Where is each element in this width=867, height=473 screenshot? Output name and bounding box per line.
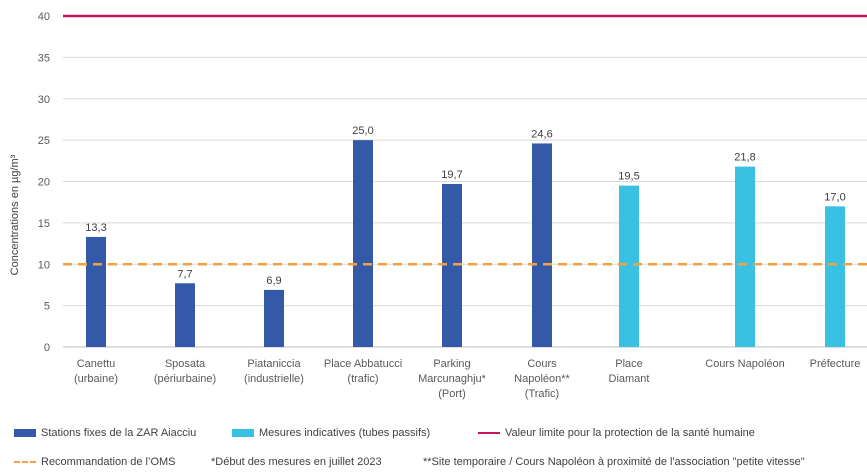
legend-label-tubes: Mesures indicatives (tubes passifs) — [259, 427, 431, 439]
x-tick-label-2: Piataniccia (industrielle) — [244, 358, 304, 385]
x-tick-label-8: Préfecture — [810, 358, 861, 370]
legend-swatch-tubes — [232, 429, 254, 437]
footnote-2: **Site temporaire / Cours Napoléon à pro… — [423, 456, 805, 468]
x-tick-label-line: Parking — [433, 358, 470, 370]
bar-7 — [735, 166, 755, 347]
y-tick-label-0: 0 — [44, 342, 50, 354]
data-label-1: 7,7 — [177, 268, 192, 280]
x-tick-label-line: Cours — [527, 358, 557, 370]
data-label-5: 24,6 — [531, 128, 552, 140]
x-tick-label-line: (Trafic) — [525, 388, 559, 400]
data-label-2: 6,9 — [266, 275, 281, 287]
reference-lines — [63, 14, 867, 266]
x-tick-label-line: Place — [615, 358, 643, 370]
data-label-0: 13,3 — [85, 222, 106, 234]
legend-label-stations: Stations fixes de la ZAR Aiacciu — [41, 427, 197, 439]
x-tick-label-line: Diamant — [609, 373, 650, 385]
legend-item-stations: Stations fixes de la ZAR Aiacciu — [14, 427, 196, 439]
data-label-3: 25,0 — [352, 125, 373, 137]
x-tick-label-line: (urbaine) — [74, 373, 118, 385]
x-tick-label-6: Place Diamant — [609, 358, 650, 385]
y-axis-label: Concentrations en µg/m³ — [9, 154, 21, 275]
legend-swatch-oms — [14, 461, 36, 463]
x-tick-label-line: Piataniccia — [247, 358, 301, 370]
bar-3 — [353, 140, 373, 347]
y-tick-label-15: 15 — [38, 218, 50, 230]
data-labels: 13,3 7,7 6,9 25,0 19,7 24,6 19,5 21,8 17,0 — [85, 125, 845, 287]
legend-label-oms: Recommandation de l’OMS — [41, 456, 176, 468]
data-label-8: 17,0 — [824, 191, 845, 203]
x-tick-label-line: Canettu — [77, 358, 116, 370]
legend-item-oms: Recommandation de l’OMS — [14, 456, 176, 468]
data-label-6: 19,5 — [618, 171, 639, 183]
y-tick-label-10: 10 — [38, 259, 50, 271]
x-tick-label-line: (Port) — [438, 388, 466, 400]
x-tick-label-line: (industrielle) — [244, 373, 304, 385]
x-tick-label-line: Place Abbatucci — [324, 358, 402, 370]
x-tick-label-line: Marcunaghju* — [418, 373, 487, 385]
legend-item-limit: Valeur limite pour la protection de la s… — [478, 427, 755, 439]
bar-2 — [264, 289, 284, 347]
x-tick-label-line: Cours Napoléon — [705, 358, 785, 370]
footnote-1: *Début des mesures en juillet 2023 — [211, 456, 382, 468]
bar-1 — [175, 283, 195, 347]
data-label-4: 19,7 — [441, 169, 462, 181]
legend-swatch-stations — [14, 429, 36, 437]
x-tick-label-line: Sposata — [165, 358, 206, 370]
bar-6 — [619, 185, 639, 347]
x-tick-label-0: Canettu (urbaine) — [74, 358, 118, 385]
y-tick-label-5: 5 — [44, 301, 50, 313]
bars — [86, 140, 845, 347]
legend-item-tubes: Mesures indicatives (tubes passifs) — [232, 427, 430, 439]
legend-label-limit: Valeur limite pour la protection de la s… — [505, 427, 755, 439]
x-tick-label-3: Place Abbatucci (trafic) — [324, 358, 402, 385]
x-tick-label-line: Napoléon** — [514, 373, 570, 385]
y-tick-label-40: 40 — [38, 11, 50, 23]
y-tick-label-35: 35 — [38, 52, 50, 64]
x-tick-label-line: (trafic) — [347, 373, 378, 385]
x-tick-label-1: Sposata (périurbaine) — [154, 358, 216, 385]
y-tick-label-25: 25 — [38, 135, 50, 147]
x-tick-label-4: Parking Marcunaghju* (Port) — [418, 358, 487, 400]
bar-5 — [532, 143, 552, 347]
data-label-7: 21,8 — [734, 152, 755, 164]
legend-swatch-limit — [478, 432, 500, 434]
x-tick-label-7: Cours Napoléon — [705, 358, 785, 370]
footnote-2-text: **Site temporaire / Cours Napoléon à pro… — [423, 456, 805, 468]
x-tick-label-line: Préfecture — [810, 358, 861, 370]
y-axis-ticks: 0 5 10 15 20 25 30 35 40 — [38, 11, 50, 354]
bar-8 — [825, 206, 845, 347]
bar-0 — [86, 236, 106, 347]
x-axis-categories: Canettu (urbaine) Sposata (périurbaine) Piat… — [74, 358, 860, 400]
y-tick-label-20: 20 — [38, 177, 50, 189]
footnote-1-text: *Début des mesures en juillet 2023 — [211, 456, 382, 468]
x-tick-label-line: (périurbaine) — [154, 373, 216, 385]
y-tick-label-30: 30 — [38, 94, 50, 106]
bar-4 — [442, 183, 462, 347]
x-tick-label-5: Cours Napoléon** (Trafic) — [514, 358, 570, 400]
